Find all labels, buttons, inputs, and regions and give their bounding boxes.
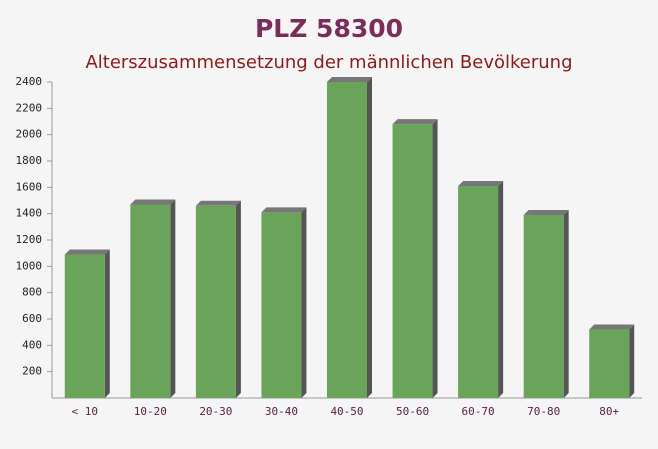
bar-top <box>261 207 307 213</box>
bar-shadow <box>629 324 635 398</box>
x-tick-label: < 10 <box>72 405 99 418</box>
bar-shadow <box>563 209 569 398</box>
bar <box>327 82 367 398</box>
bar <box>589 329 630 398</box>
bar <box>195 205 236 398</box>
x-tick-label: 30-40 <box>265 405 298 418</box>
bar-top <box>458 181 504 187</box>
y-tick-label: 400 <box>22 338 42 351</box>
y-tick-label: 2200 <box>16 101 43 114</box>
bar-shadow <box>235 200 241 398</box>
chart-title: PLZ 58300 <box>255 14 403 43</box>
bar-top <box>589 324 635 330</box>
y-tick-label: 800 <box>22 286 42 299</box>
bar-shadow <box>367 77 372 398</box>
bar-shadow <box>301 207 307 398</box>
bar-top <box>327 77 372 82</box>
bar-shadow <box>170 199 176 398</box>
y-tick-label: 1200 <box>16 233 43 246</box>
bar <box>523 214 564 398</box>
y-tick-label: 1800 <box>16 154 43 167</box>
y-tick-label: 2400 <box>16 75 43 88</box>
chart-subtitle: Alterszusammensetzung der männlichen Bev… <box>85 52 572 73</box>
bar-top <box>64 249 110 255</box>
bar-shadow <box>498 181 504 398</box>
y-tick-label: 1400 <box>16 207 43 220</box>
bar <box>392 124 433 398</box>
x-tick-label: 50-60 <box>396 405 429 418</box>
y-tick-label: 200 <box>22 365 42 378</box>
x-tick-label: 20-30 <box>199 405 232 418</box>
bar-top <box>392 119 438 125</box>
x-tick-label: 10-20 <box>134 405 167 418</box>
bar-top <box>523 209 569 215</box>
x-tick-label: 70-80 <box>527 405 560 418</box>
bar-shadow <box>104 249 110 398</box>
bar-top <box>130 199 176 205</box>
bar-shadow <box>432 119 438 398</box>
x-tick-label: 60-70 <box>462 405 495 418</box>
bar <box>64 254 105 398</box>
y-tick-label: 1000 <box>16 259 43 272</box>
bar <box>458 186 499 398</box>
y-tick-label: 1600 <box>16 180 43 193</box>
bar-top <box>195 200 241 206</box>
y-tick-label: 600 <box>22 312 42 325</box>
bar <box>261 212 302 398</box>
x-tick-label: 40-50 <box>330 405 363 418</box>
x-tick-label: 80+ <box>599 405 619 418</box>
bar <box>130 204 171 398</box>
y-tick-label: 2000 <box>16 128 43 141</box>
